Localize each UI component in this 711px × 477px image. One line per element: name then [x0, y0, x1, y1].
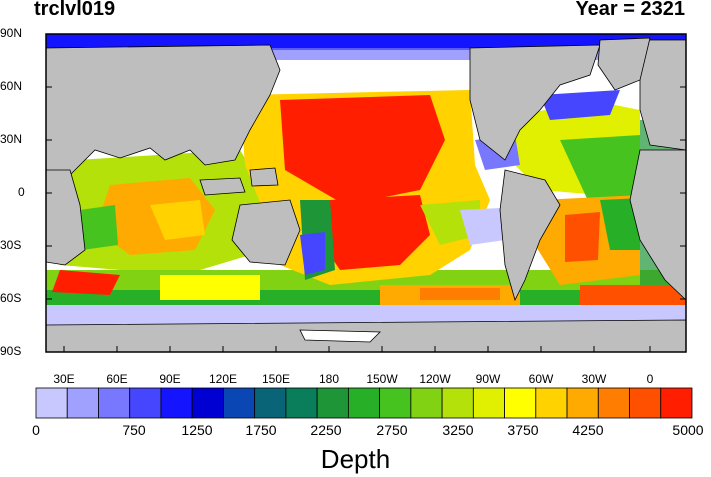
lon-label-150w: 150W: [366, 372, 398, 386]
land-masses: [46, 37, 686, 352]
lon-label-180: 180: [318, 372, 340, 386]
colorbar-swatch: [535, 387, 568, 419]
map-area: [46, 34, 686, 352]
colorbar-swatch: [504, 387, 537, 419]
colorbar: [35, 387, 693, 419]
lon-ticks: [63, 346, 651, 352]
colorbar-swatch: [379, 387, 412, 419]
colorbar-label: 750: [122, 422, 146, 438]
colorbar-swatch: [347, 387, 381, 419]
lon-label-0: 0: [646, 372, 654, 386]
colorbar-swatch: [254, 387, 287, 419]
lon-label-120w: 120W: [419, 372, 451, 386]
colorbar-swatch: [597, 387, 630, 419]
colorbar-swatch: [191, 387, 224, 419]
lon-label-150e: 150E: [261, 372, 291, 386]
ice-shelf: [299, 329, 381, 343]
colorbar-label: 2750: [376, 422, 408, 438]
lon-label-30w: 30W: [581, 372, 607, 386]
colorbar-swatch: [472, 387, 505, 419]
lon-label-30e: 30E: [53, 372, 75, 386]
lat-label-90s: 90S: [0, 344, 22, 358]
plot-title-left: trclvl019: [34, 0, 116, 20]
lon-label-60w: 60W: [528, 372, 554, 386]
lon-label-60e: 60E: [106, 372, 128, 386]
colorbar-swatch: [316, 387, 349, 419]
colorbar-swatch: [35, 387, 68, 419]
lon-label-90w: 90W: [475, 372, 501, 386]
lon-label-90e: 90E: [159, 372, 181, 386]
lon-label-120e: 120E: [208, 372, 238, 386]
colorbar-swatch: [223, 387, 256, 419]
colorbar-swatch: [285, 387, 318, 419]
colorbar-label: 1250: [181, 422, 213, 438]
colorbar-swatch: [441, 387, 474, 419]
lat-label-90n: 90N: [0, 26, 23, 40]
lat-label-30n: 30N: [0, 132, 23, 146]
ocean-depth-field: [46, 34, 686, 325]
lat-label-60s: 60S: [0, 291, 22, 305]
lat-label-60n: 60N: [0, 79, 23, 93]
colorbar-swatch: [660, 387, 693, 419]
colorbar-label: 1750: [245, 422, 277, 438]
colorbar-title: Depth: [320, 444, 391, 474]
lat-label-0: 0: [18, 185, 25, 199]
colorbar-label: 3250: [442, 422, 474, 438]
colorbar-label: 5000: [672, 422, 704, 438]
colorbar-label: 2250: [310, 422, 342, 438]
lat-label-30s: 30S: [0, 238, 22, 252]
lat-ticks: [46, 33, 686, 353]
colorbar-label: 4250: [572, 422, 604, 438]
colorbar-swatch: [66, 387, 99, 419]
colorbar-swatch: [160, 387, 193, 419]
colorbar-swatch: [410, 387, 443, 419]
colorbar-swatch: [98, 387, 131, 419]
colorbar-swatch: [629, 387, 662, 419]
colorbar-swatch: [129, 387, 162, 419]
colorbar-label: 3750: [507, 422, 539, 438]
colorbar-label: 0: [32, 422, 40, 438]
colorbar-swatch: [566, 387, 599, 419]
plot-title-right: Year = 2321: [575, 0, 685, 20]
